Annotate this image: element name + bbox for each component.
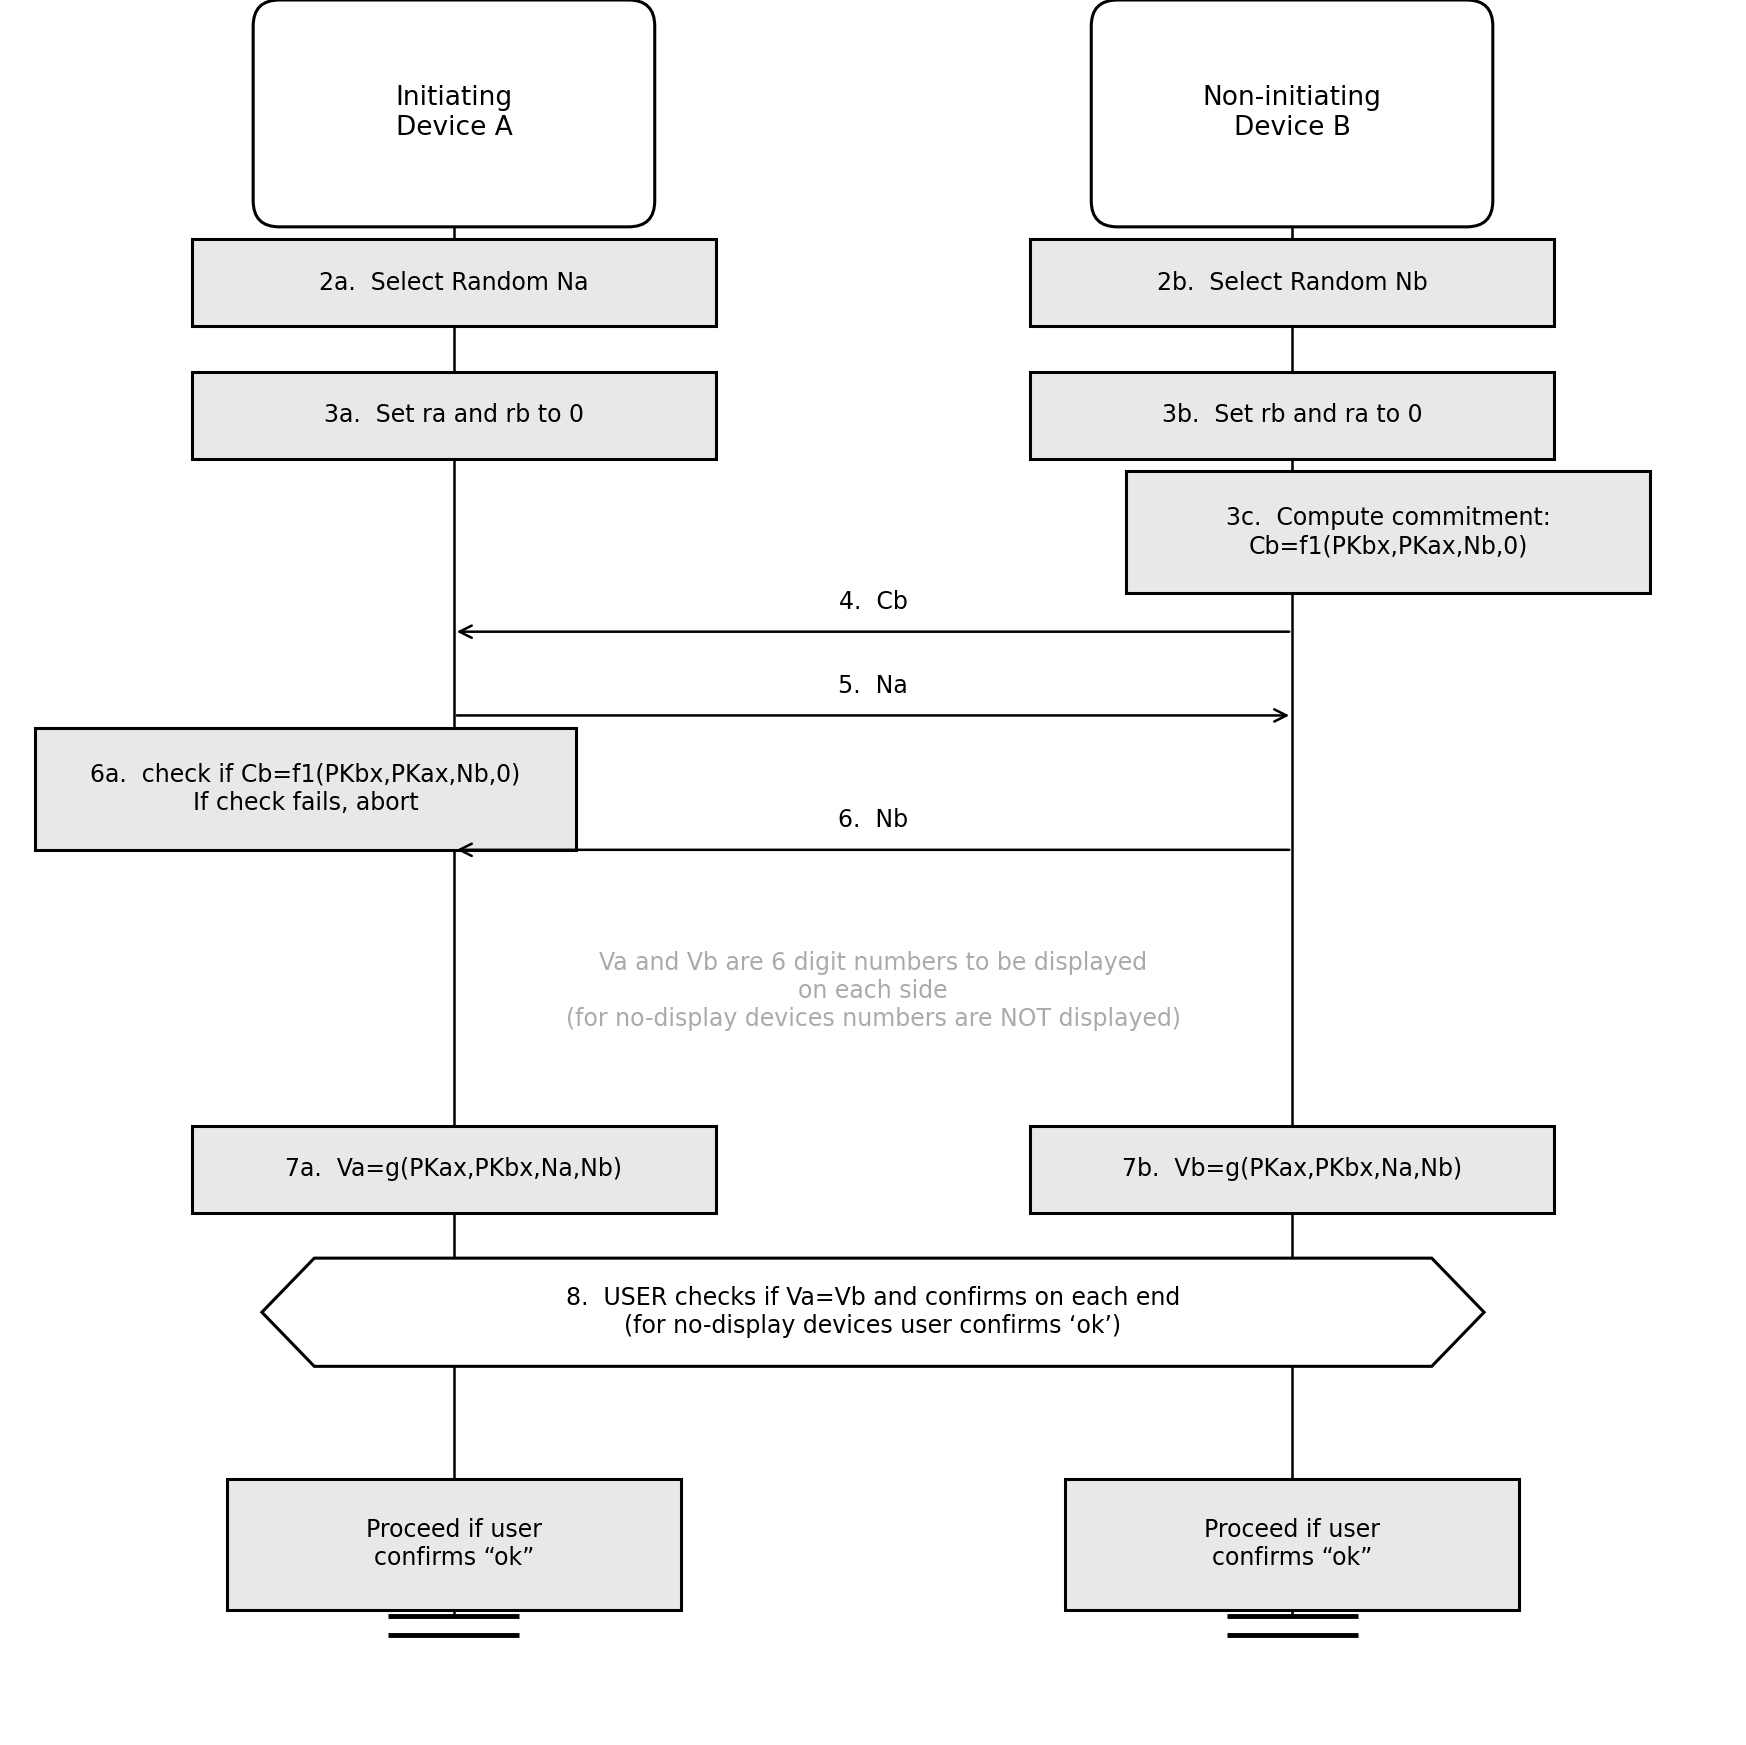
Text: 8.  USER checks if Va=Vb and confirms on each end
(for no-display devices user c: 8. USER checks if Va=Vb and confirms on … bbox=[566, 1286, 1180, 1338]
Bar bbox=[1030, 239, 1554, 326]
Bar bbox=[1030, 372, 1554, 459]
Text: 4.  Cb: 4. Cb bbox=[838, 590, 908, 614]
Text: 3c.  Compute commitment:
Cb=f1(PKbx,PKax,Nb,0): 3c. Compute commitment: Cb=f1(PKbx,PKax,… bbox=[1226, 506, 1550, 558]
Text: 6a.  check if Cb=f1(PKbx,PKax,Nb,0)
If check fails, abort: 6a. check if Cb=f1(PKbx,PKax,Nb,0) If ch… bbox=[91, 763, 520, 815]
Text: Proceed if user
confirms “ok”: Proceed if user confirms “ok” bbox=[367, 1518, 541, 1571]
Text: Non-initiating
Device B: Non-initiating Device B bbox=[1203, 86, 1381, 141]
Text: 3b.  Set rb and ra to 0: 3b. Set rb and ra to 0 bbox=[1161, 403, 1423, 428]
Text: 2b.  Select Random Nb: 2b. Select Random Nb bbox=[1156, 270, 1428, 295]
Bar bbox=[192, 372, 716, 459]
Text: Initiating
Device A: Initiating Device A bbox=[395, 86, 513, 141]
Text: 3a.  Set ra and rb to 0: 3a. Set ra and rb to 0 bbox=[325, 403, 583, 428]
Text: 5.  Na: 5. Na bbox=[838, 674, 908, 698]
Bar bbox=[35, 728, 576, 850]
Text: Proceed if user
confirms “ok”: Proceed if user confirms “ok” bbox=[1205, 1518, 1379, 1571]
Text: 7b.  Vb=g(PKax,PKbx,Na,Nb): 7b. Vb=g(PKax,PKbx,Na,Nb) bbox=[1123, 1157, 1461, 1181]
Bar bbox=[1126, 471, 1650, 593]
Bar bbox=[192, 239, 716, 326]
Text: 6.  Nb: 6. Nb bbox=[838, 808, 908, 832]
Text: 2a.  Select Random Na: 2a. Select Random Na bbox=[320, 270, 588, 295]
Text: Va and Vb are 6 digit numbers to be displayed
on each side
(for no-display devic: Va and Vb are 6 digit numbers to be disp… bbox=[566, 951, 1180, 1031]
Bar bbox=[1030, 1126, 1554, 1213]
FancyBboxPatch shape bbox=[1091, 0, 1493, 227]
Text: 7a.  Va=g(PKax,PKbx,Na,Nb): 7a. Va=g(PKax,PKbx,Na,Nb) bbox=[285, 1157, 623, 1181]
Bar bbox=[1065, 1478, 1519, 1609]
Bar bbox=[192, 1126, 716, 1213]
FancyBboxPatch shape bbox=[253, 0, 655, 227]
Polygon shape bbox=[262, 1258, 1484, 1366]
Bar bbox=[227, 1478, 681, 1609]
